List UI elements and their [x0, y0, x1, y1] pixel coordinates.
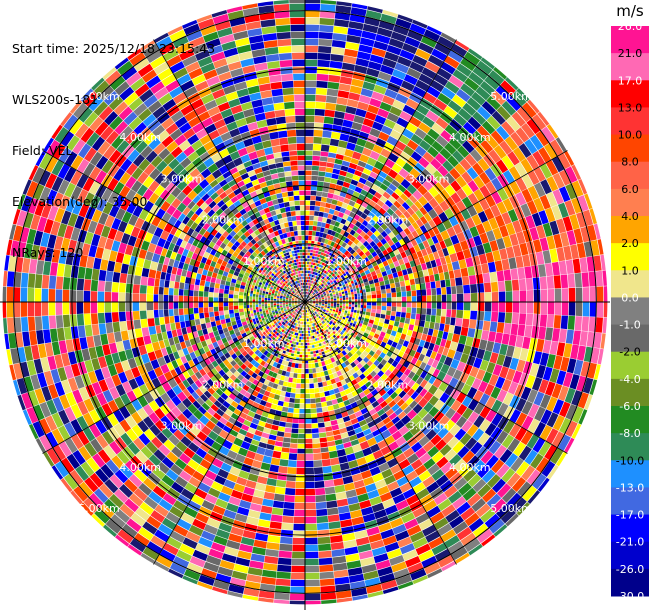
azimuth-spoke	[304, 39, 457, 303]
colorbar-tick-label: -26.0	[616, 563, 644, 576]
range-label: 3.00km	[408, 172, 450, 185]
colorbar-tick-label: 21.0	[618, 47, 643, 60]
range-label: 5.00km	[490, 90, 532, 103]
colorbar-box	[611, 514, 649, 543]
colorbar-tick-label: -13.0	[616, 481, 644, 494]
colorbar-box	[611, 26, 649, 54]
range-label: 4.00km	[449, 461, 491, 474]
colorbar-tick-label: -6.0	[619, 400, 640, 413]
radar-gates	[2, 0, 608, 605]
colorbar-box	[611, 80, 649, 108]
azimuth-spoke	[304, 301, 568, 454]
colorbar-tick-label: -10.0	[616, 454, 644, 467]
colorbar-box	[611, 378, 649, 407]
colorbar-box	[611, 324, 649, 353]
colorbar-box	[611, 188, 649, 217]
colorbar-tick-label: 13.0	[618, 101, 643, 114]
range-ring-labels: 1.00km 1.00km 1.00km 1.00km 2.00km 2.00km 2.00…	[78, 90, 532, 515]
range-label: 3.00km	[408, 420, 450, 433]
range-label: 1.00km	[325, 337, 367, 350]
scan-info: Start time: 2025/12/18 23:15:43 WLS200s-…	[12, 6, 215, 278]
colorbar-box	[611, 243, 649, 271]
nrays: NRays: 120	[12, 245, 84, 260]
colorbar-box	[611, 487, 649, 516]
colorbar-tick-label: 10.0	[618, 129, 643, 142]
colorbar-tick-label: -21.0	[616, 536, 644, 549]
colorbar-tick-label: -1.0	[619, 319, 640, 332]
colorbar-box	[611, 460, 649, 488]
colorbar-box	[611, 433, 649, 461]
colorbar-box	[611, 297, 649, 326]
field-name: Field: VEL	[12, 143, 73, 158]
colorbar-box	[611, 134, 649, 163]
range-label: 2.00km	[367, 214, 409, 227]
colorbar-tick-label: 17.0	[618, 74, 643, 87]
colorbar-box	[611, 541, 649, 570]
range-label: 5.00km	[490, 502, 532, 515]
ppi-velocity-plot: 1.00km 1.00km 1.00km 1.00km 2.00km 2.00km 2.00…	[0, 0, 610, 610]
range-label: 2.00km	[202, 214, 244, 227]
colorbar-tick-label: 4.0	[621, 210, 639, 223]
colorbar-tick-label: -4.0	[619, 373, 640, 386]
colorbar-tick-label: 26.0	[618, 20, 643, 33]
colorbar-tick-label: 2.0	[621, 237, 639, 250]
colorbar-tick-label: 8.0	[621, 156, 639, 169]
range-label: 4.00km	[119, 461, 161, 474]
colorbar-box	[611, 216, 649, 244]
azimuth-spoke	[304, 150, 568, 303]
range-label: 3.00km	[161, 172, 203, 185]
colorbar-tick-label: 0.0	[621, 291, 639, 304]
start-time: Start time: 2025/12/18 23:15:43	[12, 41, 216, 56]
range-label: 2.00km	[202, 378, 244, 391]
range-label: 2.00km	[367, 378, 409, 391]
azimuth-spoke	[42, 301, 306, 454]
colorbar: m/s 26.0 21.0 17.0 13.0 10.0 8.0 6.0 4.0 2.0 1.0 0…	[611, 2, 649, 603]
range-label: 1.00km	[325, 255, 367, 268]
azimuth-spoke	[42, 150, 306, 303]
colorbar-tick-label: -30.0	[616, 590, 644, 603]
range-label: 1.00km	[243, 337, 285, 350]
site-name: WLS200s-181	[12, 92, 98, 107]
colorbar-tick-label: -17.0	[616, 509, 644, 522]
colorbar-ticks: 26.0 21.0 17.0 13.0 10.0 8.0 6.0 4.0 2.0 1.0 0.0 -1…	[616, 20, 644, 603]
colorbar-tick-label: 1.0	[621, 264, 639, 277]
azimuth-spoke	[304, 301, 457, 565]
range-rings	[0, 0, 610, 610]
colorbar-box	[611, 270, 649, 298]
colorbar-boxes	[611, 26, 649, 597]
range-label: 5.00km	[78, 502, 120, 515]
colorbar-box	[611, 568, 649, 597]
range-label: 4.00km	[449, 131, 491, 144]
azimuth-spoke	[153, 39, 306, 303]
range-label: 5.00km	[78, 90, 120, 103]
range-label: 1.00km	[243, 255, 285, 268]
colorbar-box	[611, 406, 649, 434]
colorbar-tick-label: -2.0	[619, 346, 640, 359]
azimuth-spoke	[153, 301, 306, 565]
colorbar-tick-label: -8.0	[619, 427, 640, 440]
colorbar-tick-label: 6.0	[621, 183, 639, 196]
colorbar-box	[611, 351, 649, 380]
range-label: 3.00km	[161, 420, 203, 433]
range-label: 4.00km	[119, 131, 161, 144]
colorbar-box	[611, 53, 649, 81]
colorbar-unit: m/s	[616, 2, 644, 20]
colorbar-box	[611, 107, 649, 136]
colorbar-box	[611, 161, 649, 190]
elevation: Elevation(deg): 35.00	[12, 194, 148, 209]
